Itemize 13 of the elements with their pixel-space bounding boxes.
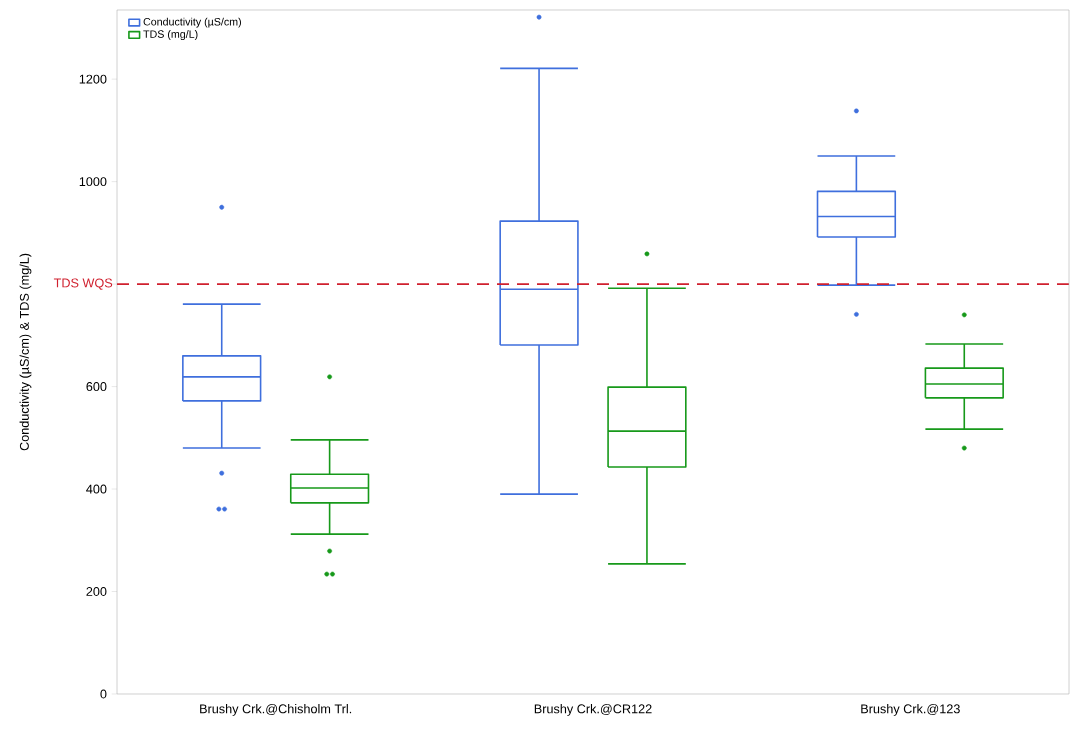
y-tick-label: 600 bbox=[86, 382, 107, 392]
ref-line-label: TDS WQS bbox=[53, 278, 113, 290]
y-tick-label: 1200 bbox=[79, 74, 107, 84]
legend-label: TDS (mg/L) bbox=[143, 30, 198, 41]
y-tick-label: 400 bbox=[86, 484, 107, 494]
x-tick-label: Brushy Crk.@CR122 bbox=[534, 704, 652, 716]
legend-label: Conductivity (µS/cm) bbox=[143, 17, 241, 28]
y-tick-label: 0 bbox=[100, 689, 107, 699]
y-tick-label: 1000 bbox=[79, 177, 107, 187]
x-tick-label: Brushy Crk.@123 bbox=[861, 704, 960, 716]
y-axis-title: Conductivity (µS/cm) & TDS (mg/L) bbox=[19, 253, 32, 451]
x-tick-label: Brushy Crk.@Chisholm Trl. bbox=[200, 704, 352, 716]
y-tick-label: 200 bbox=[86, 587, 107, 596]
